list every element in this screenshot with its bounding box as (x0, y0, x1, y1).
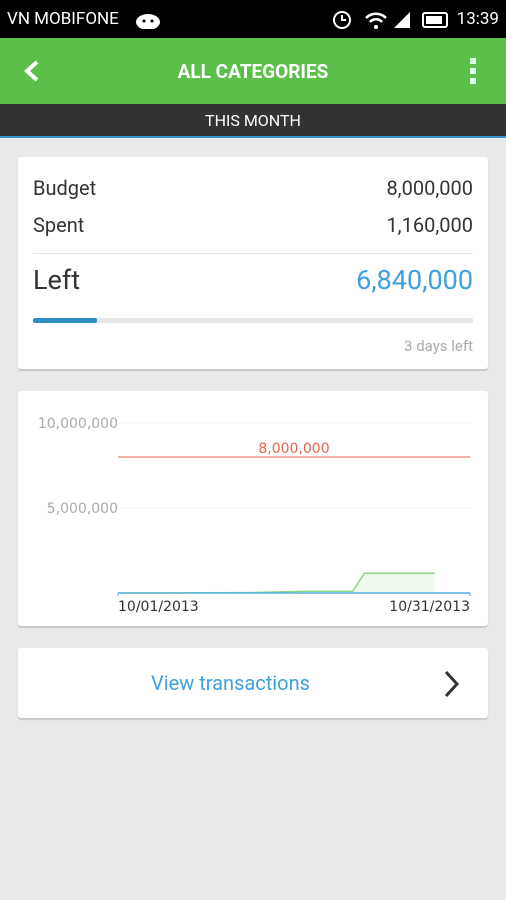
days-left: 3 days left (404, 337, 473, 355)
value: 6,840,000 (356, 264, 473, 296)
progress-fill (33, 318, 97, 323)
budget-row: Budget 8,000,000 (33, 176, 473, 200)
android-icon (136, 14, 160, 29)
y-tick-label: 10,000,000 (38, 416, 118, 432)
app-bar: ALL CATEGORIES (0, 38, 506, 104)
label: Budget (33, 176, 97, 200)
budget-label: 8,000,000 (258, 441, 329, 457)
status-icons (333, 11, 448, 29)
period-tab[interactable]: THIS MONTH (0, 104, 506, 138)
status-bar: VN MOBIFONE 13:39 (0, 0, 506, 38)
chevron (444, 670, 460, 698)
spent-row: Spent 1,160,000 (33, 213, 473, 237)
chart-card: 5,000,000 10,000,000 8,000,000 10/01/2013 10… (18, 391, 488, 626)
progress-track (33, 318, 473, 323)
divider (33, 253, 473, 254)
value: 8,000,000 (386, 176, 473, 200)
carrier: VN MOBIFONE (7, 9, 119, 29)
label: Left (33, 264, 81, 296)
menu-button[interactable] (466, 56, 480, 86)
summary-card: Budget 8,000,000 Spent 1,160,000 Left 6,840… (18, 157, 488, 369)
clock: 13:39 (456, 9, 499, 29)
app-title: ALL CATEGORIES (177, 60, 329, 83)
view-transactions-button[interactable]: View transactions (18, 648, 488, 718)
x-tick-label: 10/01/2013 (118, 599, 199, 615)
area (118, 573, 435, 593)
chart: 5,000,000 10,000,000 8,000,000 10/01/2013 10… (38, 416, 471, 615)
left-row: Left 6,840,000 (33, 264, 473, 296)
y-tick-label: 5,000,000 (47, 501, 118, 517)
x-tick-label: 10/31/2013 (389, 599, 470, 615)
label: Spent (33, 213, 85, 237)
button-label: View transactions (151, 671, 310, 695)
value: 1,160,000 (386, 213, 473, 237)
back-button[interactable] (22, 60, 42, 82)
